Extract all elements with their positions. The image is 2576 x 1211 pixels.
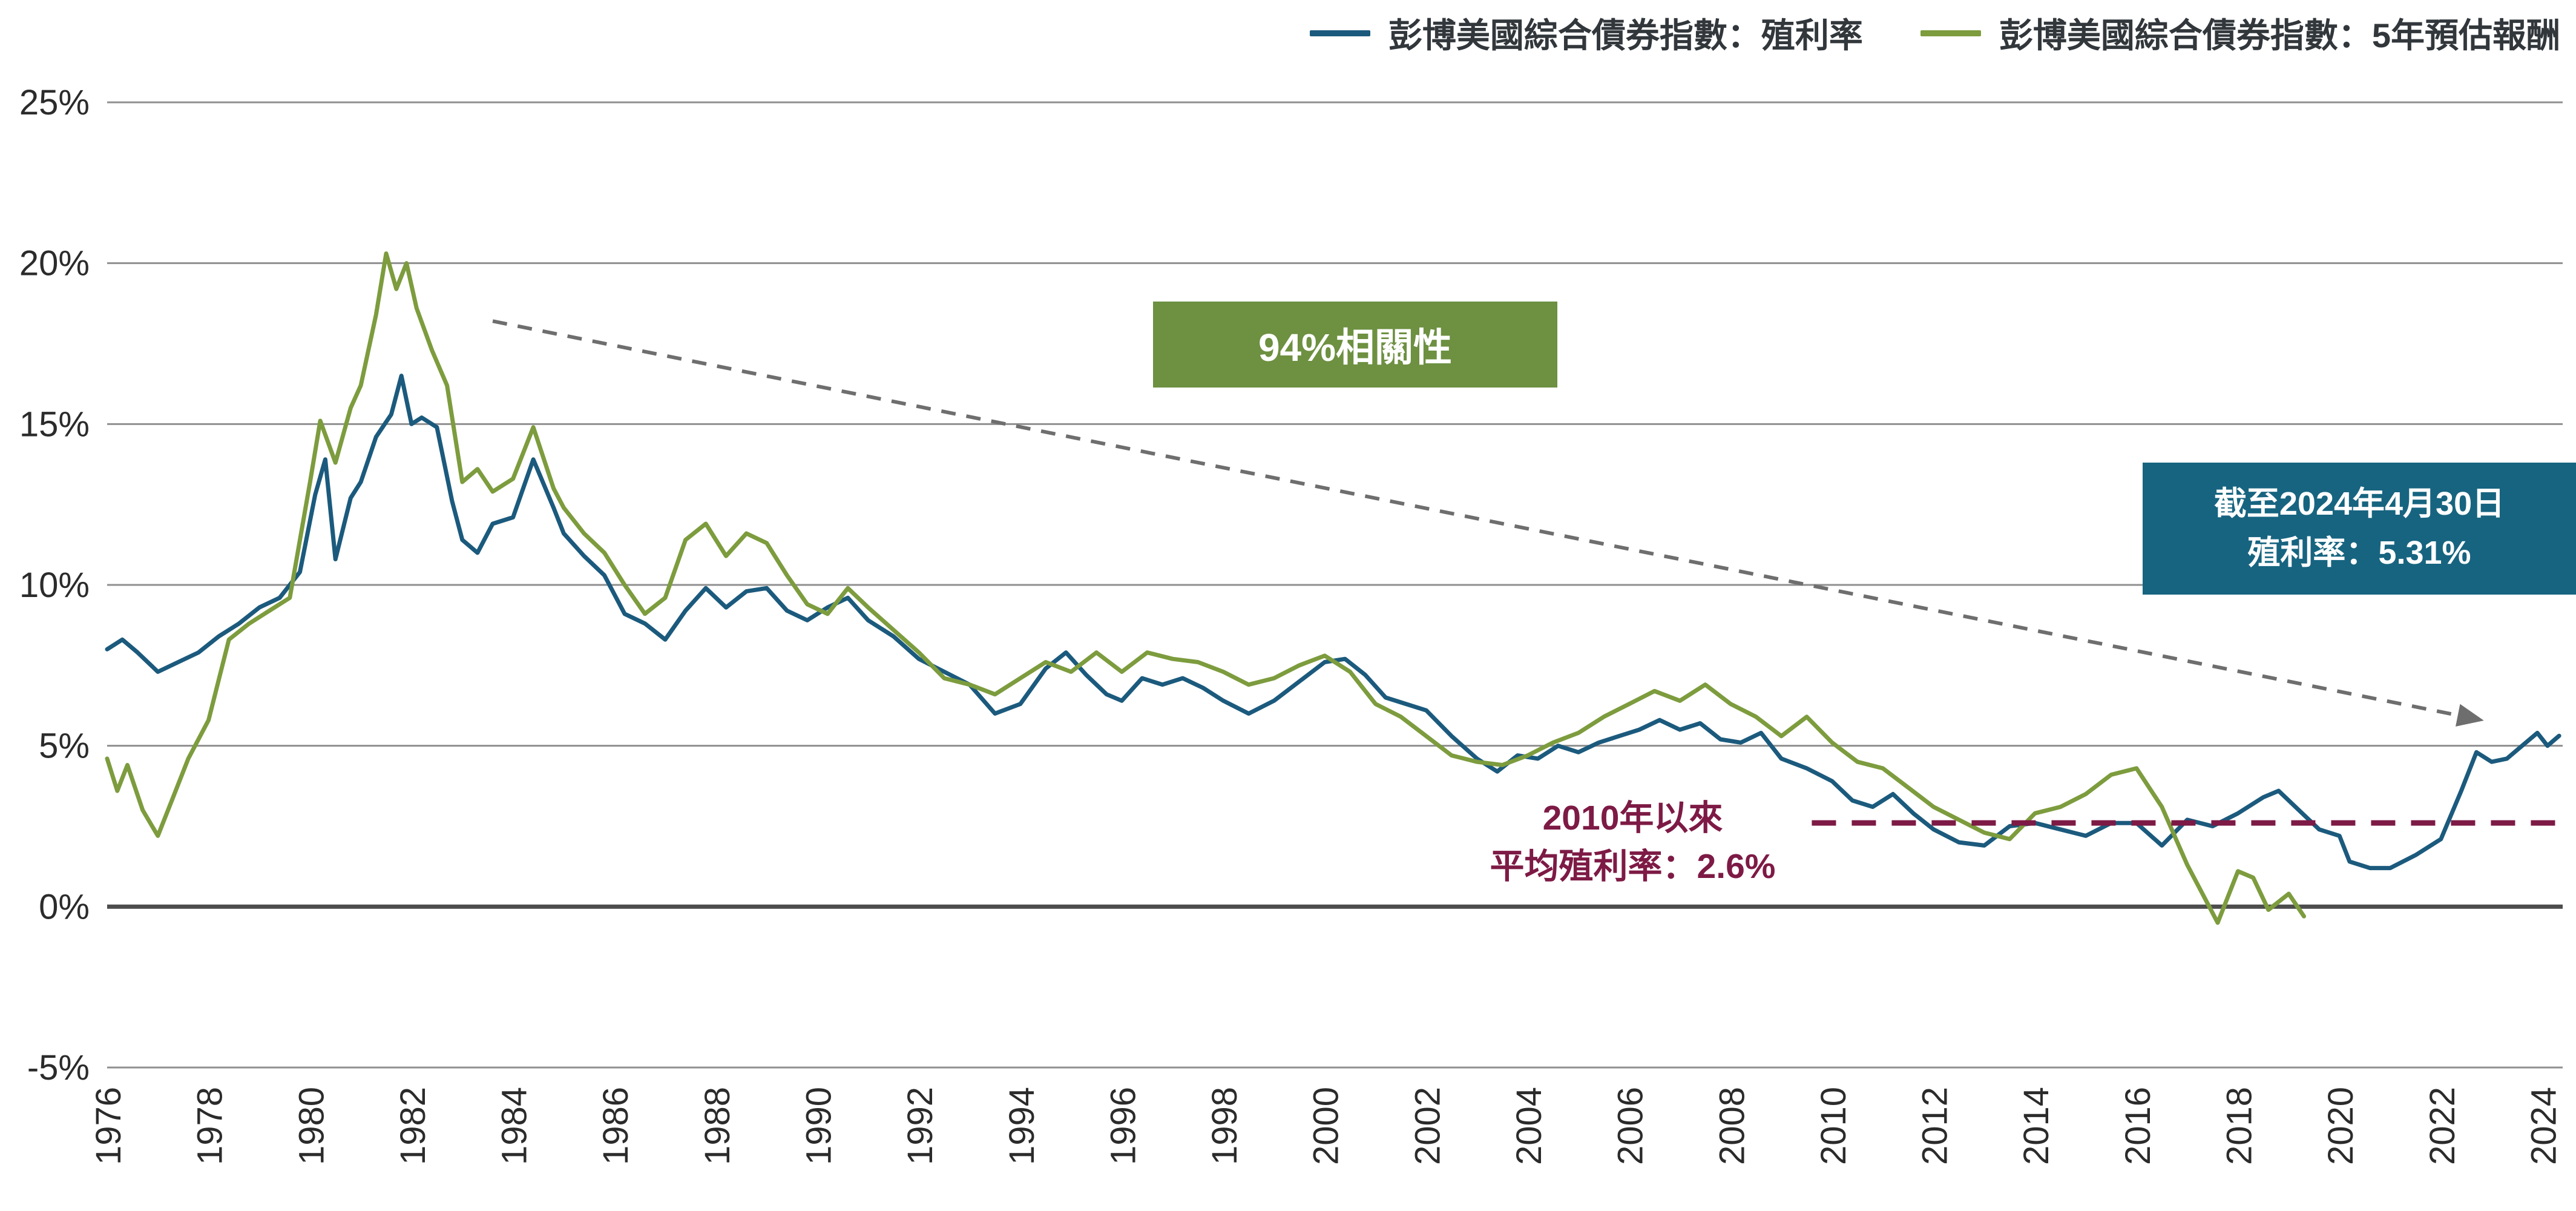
y-axis-tick-label: 10% [19, 566, 90, 605]
yield-callout-line2: 殖利率：5.31% [2247, 535, 2471, 571]
x-axis-tick-label: 2006 [1611, 1087, 1651, 1165]
x-axis-tick-label: 1982 [393, 1087, 433, 1165]
forward-return-series-swatch-icon [1920, 30, 1981, 36]
x-axis-tick-label: 1988 [698, 1087, 737, 1165]
x-axis-tick-label: 1980 [292, 1087, 331, 1165]
y-axis-tick-label: 5% [39, 727, 90, 766]
y-axis-tick-label: 25% [19, 83, 90, 122]
correlation-box-label: 94%相關性 [1258, 326, 1453, 369]
x-axis-tick-label: 2002 [1408, 1087, 1447, 1165]
x-axis-tick-label: 2014 [2017, 1087, 2056, 1165]
x-axis-tick-label: 1990 [800, 1087, 839, 1165]
y-axis-tick-label: 15% [19, 404, 90, 444]
x-axis-tick-label: 2016 [2118, 1087, 2158, 1165]
x-axis-tick-label: 2008 [1712, 1087, 1752, 1165]
y-axis-tick-label: 20% [19, 244, 90, 283]
yield-callout-line1: 截至2024年4月30日 [2213, 486, 2505, 522]
x-axis-tick-label: 1978 [191, 1087, 230, 1165]
x-axis-tick-label: 2022 [2423, 1087, 2462, 1165]
x-axis-tick-label: 1992 [901, 1087, 940, 1165]
x-axis-tick-label: 2000 [1307, 1087, 1346, 1165]
x-axis-tick-label: 1998 [1205, 1087, 1244, 1165]
legend-item-yield: 彭博美國綜合債券指數：殖利率 [1309, 8, 1863, 58]
x-axis-tick-label: 2010 [1814, 1087, 1853, 1165]
x-axis-tick-label: 1996 [1103, 1087, 1143, 1165]
forward-return-line [105, 251, 2306, 925]
legend-item-forward-return: 彭博美國綜合債券指數：5年預估報酬 [1920, 8, 2560, 58]
y-axis-tick-label: -5% [27, 1048, 90, 1087]
yield-series-label: 彭博美國綜合債券指數：殖利率 [1388, 16, 1863, 54]
x-axis-tick-label: 2024 [2524, 1087, 2563, 1165]
x-axis-tick-label: 1986 [596, 1087, 636, 1165]
x-axis-tick-label: 1984 [495, 1087, 534, 1165]
x-axis-tick-label: 2020 [2321, 1087, 2361, 1165]
x-axis-tick-label: 2012 [1916, 1087, 1955, 1165]
avg-yield-label-line2: 平均殖利率：2.6% [1490, 846, 1776, 886]
x-axis-tick-label: 2004 [1510, 1087, 1549, 1165]
x-axis-tick-label: 2018 [2220, 1087, 2259, 1165]
avg-yield-label: 2010年以來 平均殖利率：2.6% [1350, 794, 1916, 891]
x-axis-tick-label: 1994 [1002, 1087, 1042, 1165]
yield-line [105, 374, 2561, 871]
forward-return-series-label: 彭博美國綜合債券指數：5年預估報酬 [1999, 16, 2560, 54]
yield-callout-box: 截至2024年4月30日 殖利率：5.31% [2143, 463, 2576, 595]
yield-series-swatch-icon [1309, 30, 1370, 36]
trend-arrow [492, 319, 2484, 727]
x-axis-tick-label: 1976 [89, 1087, 128, 1165]
y-axis-tick-label: 0% [39, 887, 90, 926]
avg-yield-label-line1: 2010年以來 [1542, 799, 1723, 837]
legend: 彭博美國綜合債券指數：殖利率 彭博美國綜合債券指數：5年預估報酬 [1309, 8, 2560, 58]
correlation-box: 94%相關性 [1153, 302, 1557, 388]
